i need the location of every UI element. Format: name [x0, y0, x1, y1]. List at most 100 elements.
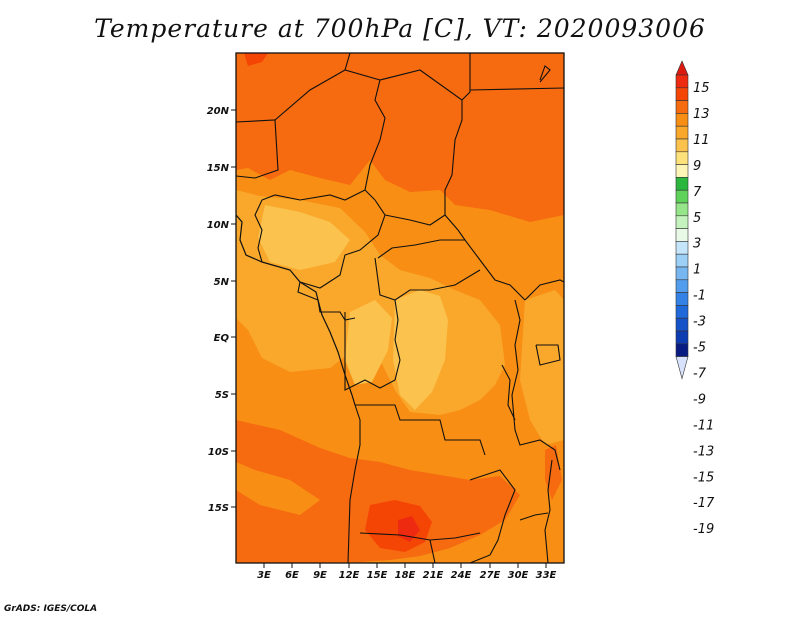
colorbar-labels: 15 13 11 9 7 5 3 1 -1 -3 -5 -7 -9 -11 -13 -15 -17 -19: [693, 81, 715, 537]
lon-tick-label: 9E: [313, 570, 327, 581]
border-line: [236, 119, 279, 179]
chart-title: Temperature at 700hPa [C], VT: 202009300…: [94, 14, 706, 43]
colorbar-segment: [675, 305, 689, 319]
latitude-axis: 20N 15N 10N 5N EQ 5S 10S 15S: [207, 106, 236, 514]
colorbar-label: -5: [693, 341, 706, 356]
lat-tick: 10N: [207, 220, 236, 231]
colorbar-segment: [675, 279, 689, 293]
colorbar-label: 7: [693, 185, 702, 200]
border-line: [377, 239, 526, 301]
lat-tick-label: 15N: [207, 163, 230, 174]
lat-tick-label: 5S: [215, 390, 229, 401]
colorbar-label: 11: [693, 133, 710, 148]
lon-tick: 33E: [536, 563, 557, 581]
border-line: [299, 199, 386, 289]
colorbar-bottom-arrow: [675, 356, 689, 380]
field-drc-light: [393, 290, 448, 410]
colorbar-segment: [675, 215, 689, 229]
temperature-field: [236, 53, 564, 563]
border-line: [511, 299, 561, 471]
colorbar-segment: [675, 241, 689, 255]
border-line: [461, 53, 471, 101]
lat-tick-label: 20N: [207, 106, 230, 117]
lat-tick: 15S: [208, 503, 236, 514]
colorbar-label: 5: [693, 211, 701, 226]
grads-credit: GrADS: IGES/COLA: [4, 604, 98, 614]
colorbar-segment: [675, 164, 689, 178]
field-north-warm: [236, 53, 564, 222]
colorbar-label: -1: [693, 289, 706, 304]
lat-tick-label: 5N: [214, 277, 230, 288]
field-congo-light: [345, 300, 392, 385]
colorbar-segment: [675, 87, 689, 101]
coastline: [236, 214, 356, 406]
colorbar-label: -7: [693, 366, 707, 381]
lon-tick: 24E: [451, 563, 472, 581]
lat-tick-label: 10N: [207, 220, 230, 231]
country-borders: [236, 53, 564, 563]
colorbar-top-arrow: [675, 60, 689, 76]
lon-tick: 3E: [257, 563, 271, 581]
border-line: [344, 53, 351, 71]
lon-tick-label: 21E: [423, 570, 444, 581]
border-line: [429, 539, 436, 563]
lon-tick: 6E: [285, 563, 299, 581]
colorbar-segment: [675, 189, 689, 204]
border-line: [347, 404, 361, 563]
colorbar-segment: [675, 138, 689, 153]
lon-tick-label: 30E: [508, 570, 529, 581]
border-line: [344, 312, 401, 391]
field-nw-hot: [244, 53, 268, 66]
border-line: [535, 344, 561, 366]
colorbar-label: -15: [693, 470, 714, 485]
colorbar-segment: [675, 292, 689, 306]
colorbar-segment: [675, 317, 689, 332]
colorbar-label: -13: [693, 444, 714, 459]
colorbar-segment: [675, 228, 689, 242]
field-east-light: [520, 290, 564, 445]
lat-tick: 15N: [207, 163, 236, 174]
border-line: [394, 299, 401, 361]
lon-tick: 27E: [480, 563, 501, 581]
border-line: [519, 512, 549, 521]
longitude-axis: 3E 6E 9E 12E 15E 18E 21E 24E 27E 30E 33E: [257, 563, 557, 581]
lat-tick: 20N: [207, 106, 236, 117]
lon-tick-label: 15E: [367, 570, 388, 581]
border-line: [501, 364, 516, 421]
colorbar-segment: [675, 113, 689, 127]
border-line: [384, 214, 446, 226]
colorbar-label: -17: [693, 496, 715, 511]
lon-tick-label: 6E: [285, 570, 299, 581]
lon-tick: 21E: [423, 563, 444, 581]
lat-tick-label: EQ: [214, 333, 230, 344]
colorbar-label: -19: [693, 522, 714, 537]
colorbar-label: -9: [693, 392, 706, 407]
border-line: [254, 189, 366, 263]
colorbar-segment: [675, 74, 689, 89]
lon-tick: 12E: [339, 563, 360, 581]
field-west-light: [258, 205, 350, 270]
colorbar-label: 1: [693, 263, 701, 278]
border-line: [469, 87, 564, 91]
field-south-warm: [236, 420, 520, 563]
lat-tick: 10S: [208, 447, 236, 458]
colorbar-segment: [675, 151, 689, 165]
lon-tick-label: 12E: [339, 570, 360, 581]
lat-tick: 5S: [215, 390, 236, 401]
colorbar-segment: [675, 266, 689, 281]
lon-tick-label: 24E: [451, 570, 472, 581]
lon-tick-label: 3E: [257, 570, 271, 581]
colorbar-label: 15: [693, 81, 710, 96]
colorbar-label: 3: [693, 237, 701, 252]
lon-tick: 30E: [508, 563, 529, 581]
lon-tick: 18E: [395, 563, 416, 581]
lat-tick-label: 15S: [208, 503, 229, 514]
border-line: [469, 469, 516, 563]
colorbar-segment: [675, 330, 689, 345]
colorbar-segment: [675, 202, 689, 217]
colorbar-segments: [675, 74, 689, 357]
colorbar-segment: [675, 125, 689, 140]
colorbar-segment: [675, 177, 689, 191]
colorbar-label: -3: [693, 315, 706, 330]
